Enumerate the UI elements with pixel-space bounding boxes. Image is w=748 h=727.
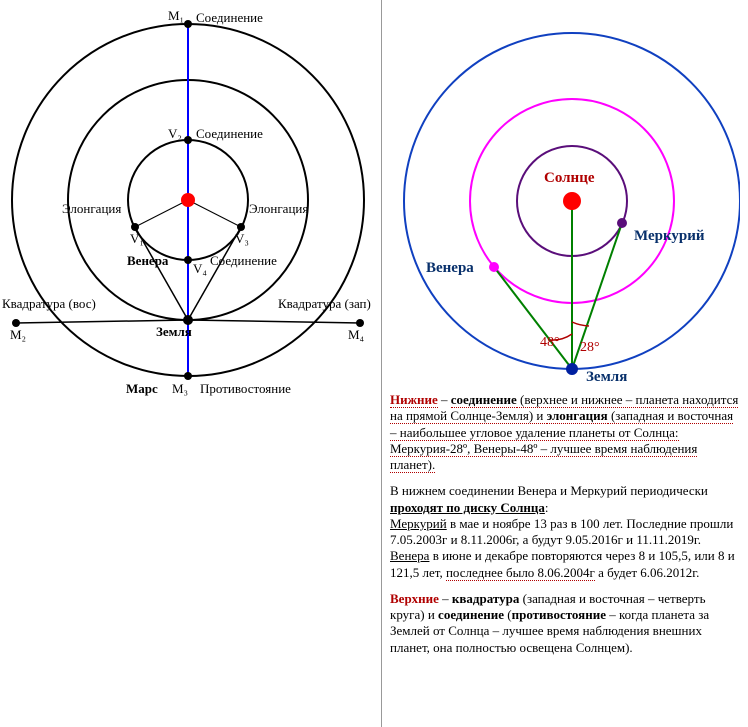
point-m4 — [356, 319, 364, 327]
label-m3: М₃ — [172, 381, 188, 396]
label-sun-r: Солнце — [544, 170, 595, 186]
point-v2 — [184, 136, 192, 144]
line-earth-m4 — [188, 320, 360, 323]
para-lower: Нижние – соединение (верхнее и нижнее – … — [390, 392, 740, 473]
label-earth: Земля — [156, 324, 192, 339]
lower-b2: элонгация — [547, 408, 608, 424]
lower-lead: Нижние — [390, 392, 438, 408]
point-m1 — [184, 20, 192, 28]
label-venus-orbit: Венера — [127, 253, 169, 268]
label-m4: М₄ — [348, 327, 365, 342]
label-mars: Марс — [126, 381, 158, 396]
sun-dot — [181, 193, 195, 207]
right-panel: Солнце Меркурий Венера Земля 48° 28° Ниж… — [382, 0, 748, 727]
point-v1 — [131, 223, 139, 231]
venus-dot-r — [489, 262, 499, 272]
label-v1: V₁ — [130, 231, 144, 246]
right-orbit-diagram: Солнце Меркурий Венера Земля 48° 28° — [390, 6, 740, 386]
sun-dot-r — [563, 192, 581, 210]
label-m2-annot: Квадратура (вос) — [2, 296, 96, 311]
lower-b1: соединение — [451, 392, 517, 408]
left-diagram-panel: М₁ Соединение V₂ Соединение Элонгация V₁… — [0, 0, 382, 727]
angle-28: 28° — [580, 340, 600, 355]
label-m1: М₁ — [168, 8, 184, 23]
label-v3: V₃ — [235, 231, 249, 246]
label-m1-annot: Соединение — [196, 10, 263, 25]
label-v4: V₄ — [193, 261, 207, 276]
para-transit: В нижнем соединении Венера и Меркурий пе… — [390, 483, 740, 516]
label-m2: М₂ — [10, 327, 26, 342]
caption-text: Нижние – соединение (верхнее и нижнее – … — [390, 392, 740, 656]
label-v4-annot: Соединение — [210, 253, 277, 268]
line-sun-v3 — [188, 200, 241, 227]
earth-dot-r — [566, 363, 578, 375]
para-upper: Верхние – квадратура (западная и восточн… — [390, 591, 740, 656]
label-m4-annot: Квадратура (зап) — [278, 296, 371, 311]
label-v1-annot: Элонгация — [62, 201, 121, 216]
upper-lead: Верхние — [390, 591, 439, 606]
point-m3 — [184, 372, 192, 380]
point-m2 — [12, 319, 20, 327]
label-v2-annot: Соединение — [196, 126, 263, 141]
point-v3 — [237, 223, 245, 231]
line-sun-v1 — [135, 200, 188, 227]
angle-48: 48° — [540, 335, 560, 350]
label-v2: V₂ — [168, 126, 182, 141]
mercury-dot — [617, 218, 627, 228]
label-earth-r: Земля — [586, 369, 627, 385]
sight-venus — [494, 267, 572, 369]
line-earth-m2 — [16, 320, 188, 323]
label-mercury-r: Меркурий — [634, 228, 705, 244]
label-venus-r: Венера — [426, 260, 474, 276]
left-orbit-diagram: М₁ Соединение V₂ Соединение Элонгация V₁… — [0, 0, 382, 420]
label-m3-annot: Противостояние — [200, 381, 291, 396]
para-venus-transit: Венера в июне и декабре повторяются чере… — [390, 548, 740, 581]
para-mercury-transit: Меркурий в мае и ноябре 13 раз в 100 лет… — [390, 516, 740, 549]
label-v3-annot: Элонгация — [249, 201, 308, 216]
point-v4 — [184, 256, 192, 264]
